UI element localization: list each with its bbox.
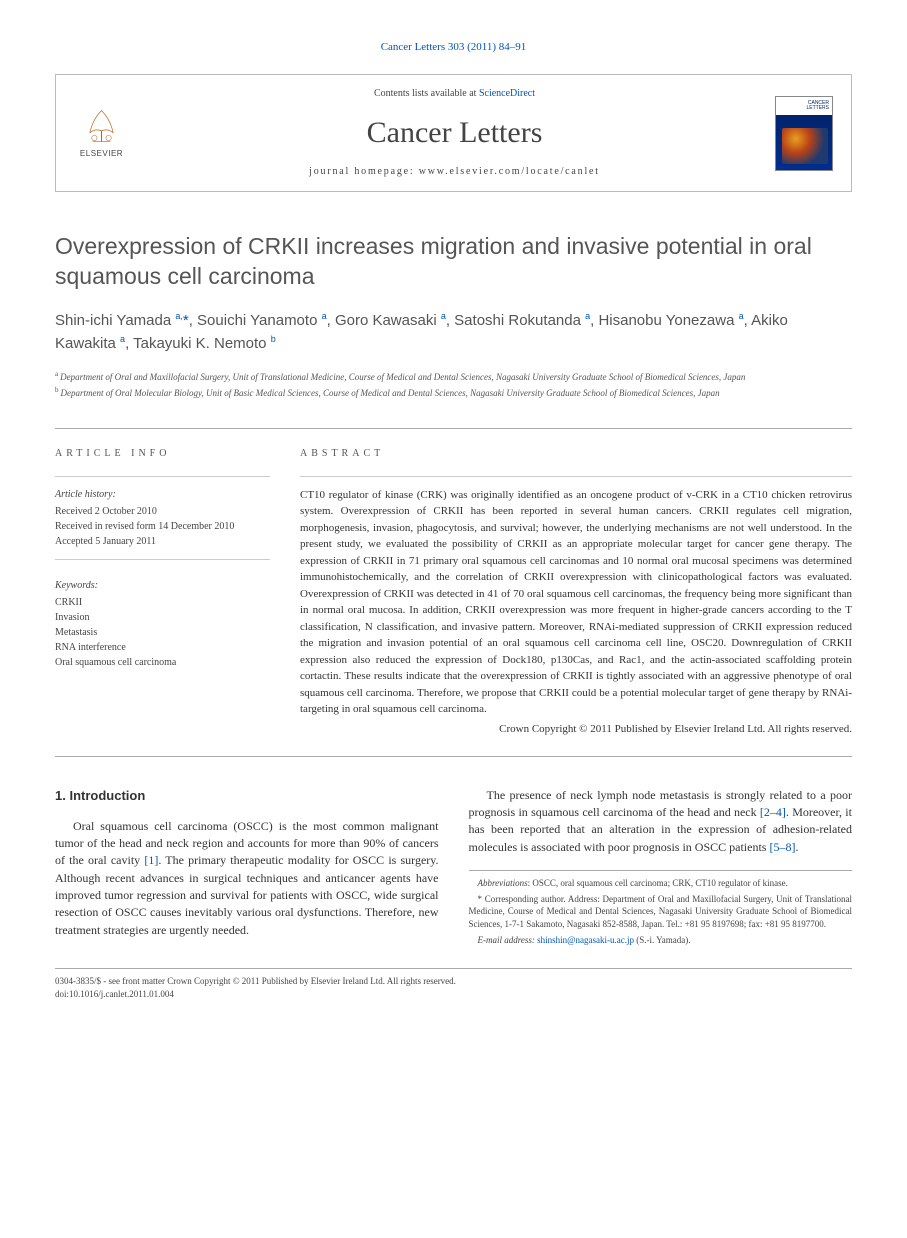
contents-available: Contents lists available at ScienceDirec… — [149, 87, 760, 102]
keywords-head: Keywords: — [55, 578, 270, 593]
journal-name: Cancer Letters — [149, 111, 760, 155]
elsevier-logo[interactable]: ELSEVIER — [74, 103, 129, 163]
keywords-block: Keywords: CRKII Invasion Metastasis RNA … — [55, 578, 270, 670]
history-head: Article history: — [55, 487, 270, 502]
article-info-column: ARTICLE INFO Article history: Received 2… — [55, 447, 270, 737]
divider-bottom — [55, 756, 852, 757]
history-revised: Received in revised form 14 December 201… — [55, 519, 270, 534]
abstract-column: ABSTRACT CT10 regulator of kinase (CRK) … — [300, 447, 852, 737]
footer-copyright: 0304-3835/$ - see front matter Crown Cop… — [55, 975, 852, 988]
ref-link-1[interactable]: [1] — [144, 853, 158, 867]
journal-header-box: ELSEVIER Contents lists available at Sci… — [55, 74, 852, 193]
homepage-prefix: journal homepage: — [309, 166, 419, 177]
header-center: Contents lists available at ScienceDirec… — [149, 87, 760, 180]
footnote-email: E-mail address: shinshin@nagasaki-u.ac.j… — [469, 934, 853, 947]
abstract-copyright: Crown Copyright © 2011 Published by Else… — [300, 722, 852, 738]
keyword: RNA interference — [55, 640, 270, 655]
sciencedirect-link[interactable]: ScienceDirect — [479, 88, 535, 99]
keyword: CRKII — [55, 595, 270, 610]
email-link[interactable]: shinshin@nagasaki-u.ac.jp — [537, 935, 634, 945]
ref-link-5-8[interactable]: [5–8] — [769, 840, 795, 854]
homepage-line: journal homepage: www.elsevier.com/locat… — [149, 165, 760, 180]
citation-link[interactable]: Cancer Letters 303 (2011) 84–91 — [381, 41, 527, 53]
footnote-abbrev: Abbreviations: OSCC, oral squamous cell … — [469, 877, 853, 890]
keyword: Oral squamous cell carcinoma — [55, 655, 270, 670]
info-abstract-row: ARTICLE INFO Article history: Received 2… — [55, 429, 852, 755]
keyword: Invasion — [55, 610, 270, 625]
journal-citation: Cancer Letters 303 (2011) 84–91 — [55, 40, 852, 56]
elsevier-label: ELSEVIER — [80, 148, 123, 160]
citation-volpages: 303 (2011) 84–91 — [448, 41, 526, 53]
citation-journal: Cancer Letters — [381, 41, 445, 53]
cover-label: CANCERLETTERS — [806, 101, 829, 112]
intro-heading: 1. Introduction — [55, 787, 439, 806]
authors-list: Shin-ichi Yamada a,*, Souichi Yanamoto a… — [55, 310, 852, 355]
ref-link-2-4[interactable]: [2–4] — [760, 805, 786, 819]
intro-paragraph-2: The presence of neck lymph node metastas… — [469, 787, 853, 857]
journal-cover-thumbnail[interactable]: CANCERLETTERS — [775, 96, 833, 171]
abstract-text: CT10 regulator of kinase (CRK) was origi… — [300, 487, 852, 718]
article-title: Overexpression of CRKII increases migrat… — [55, 232, 852, 292]
homepage-url[interactable]: www.elsevier.com/locate/canlet — [419, 166, 600, 177]
footer-doi: doi:10.1016/j.canlet.2011.01.004 — [55, 988, 852, 1001]
article-history: Article history: Received 2 October 2010… — [55, 476, 270, 560]
affiliations: aDepartment of Oral and Maxillofacial Su… — [55, 369, 852, 400]
page-footer: 0304-3835/$ - see front matter Crown Cop… — [55, 968, 852, 1000]
footnotes: Abbreviations: OSCC, oral squamous cell … — [469, 870, 853, 946]
cover-image-icon — [782, 128, 828, 164]
history-accepted: Accepted 5 January 2011 — [55, 534, 270, 549]
article-body: 1. Introduction Oral squamous cell carci… — [55, 787, 852, 947]
intro-paragraph-1: Oral squamous cell carcinoma (OSCC) is t… — [55, 818, 439, 940]
elsevier-tree-icon — [79, 106, 124, 146]
abstract-label: ABSTRACT — [300, 447, 852, 462]
keyword: Metastasis — [55, 625, 270, 640]
affiliation-b: bDepartment of Oral Molecular Biology, U… — [55, 385, 852, 401]
article-info-label: ARTICLE INFO — [55, 447, 270, 462]
contents-prefix: Contents lists available at — [374, 88, 479, 99]
affiliation-a: aDepartment of Oral and Maxillofacial Su… — [55, 369, 852, 385]
history-received: Received 2 October 2010 — [55, 504, 270, 519]
footnote-corresponding: * Corresponding author. Address: Departm… — [469, 893, 853, 931]
